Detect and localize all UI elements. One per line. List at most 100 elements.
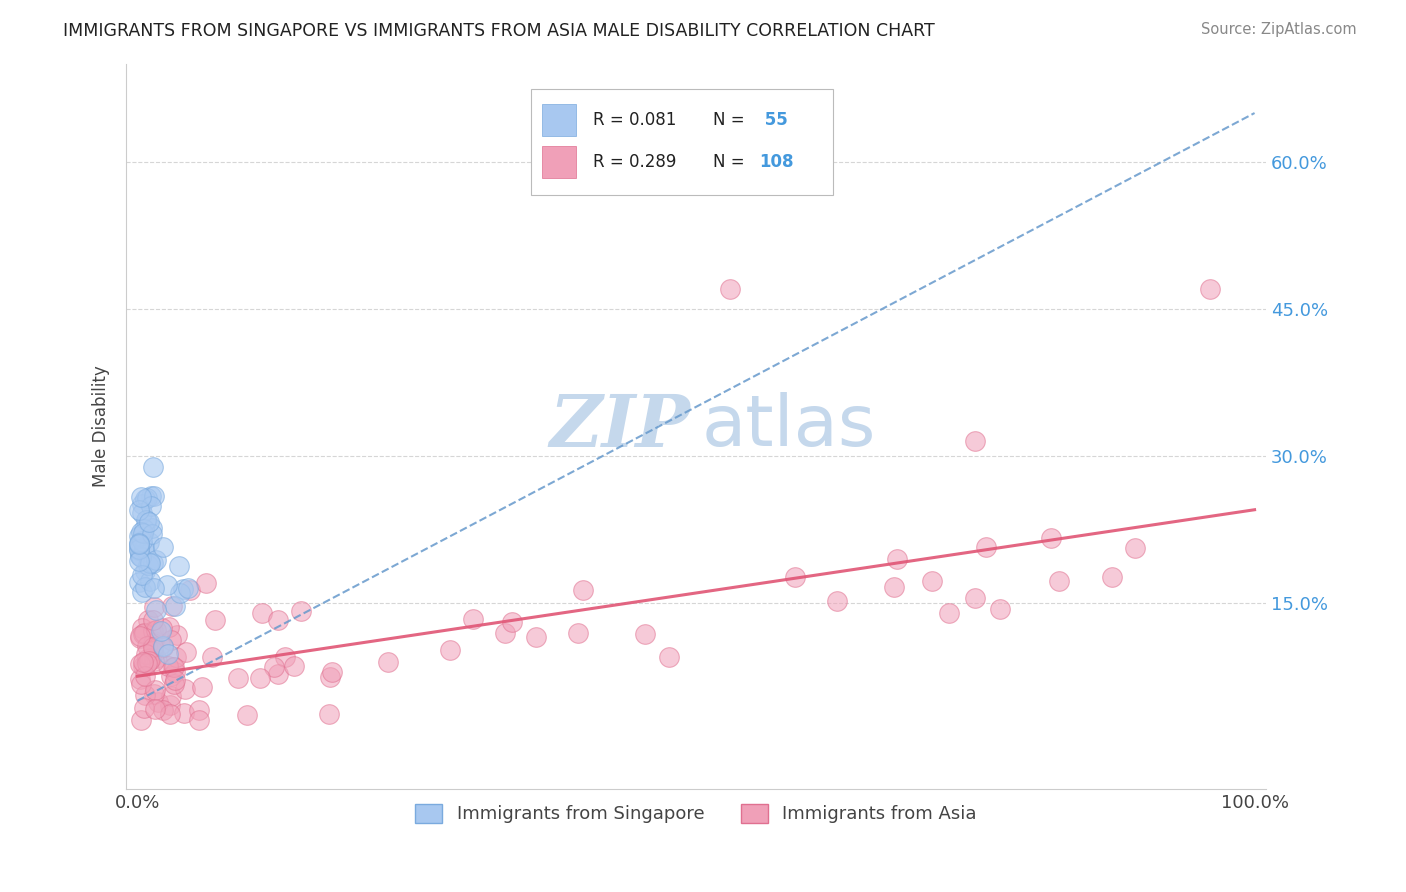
- Point: [165, 649, 187, 664]
- Point: [283, 659, 305, 673]
- Point: [142, 556, 165, 570]
- Point: [142, 613, 165, 627]
- Point: [138, 535, 160, 549]
- Point: [236, 707, 259, 722]
- Text: Source: ZipAtlas.com: Source: ZipAtlas.com: [1201, 22, 1357, 37]
- Text: IMMIGRANTS FROM SINGAPORE VS IMMIGRANTS FROM ASIA MALE DISABILITY CORRELATION CH: IMMIGRANTS FROM SINGAPORE VS IMMIGRANTS …: [63, 22, 935, 40]
- Text: N =: N =: [713, 153, 749, 171]
- Point: [134, 564, 156, 578]
- Point: [129, 524, 152, 539]
- Point: [195, 576, 218, 591]
- Point: [135, 647, 157, 661]
- Point: [142, 582, 165, 596]
- Point: [1047, 574, 1070, 588]
- Point: [136, 613, 159, 627]
- Point: [129, 549, 152, 564]
- Point: [128, 539, 150, 553]
- Point: [439, 643, 461, 657]
- Point: [783, 570, 806, 584]
- Point: [290, 603, 312, 617]
- Point: [318, 670, 340, 684]
- Point: [139, 500, 162, 514]
- Point: [138, 556, 160, 570]
- Point: [156, 659, 179, 673]
- Point: [128, 629, 150, 643]
- Text: ZIP: ZIP: [550, 391, 690, 462]
- Text: R = 0.289: R = 0.289: [593, 153, 676, 171]
- Point: [132, 522, 155, 536]
- Point: [156, 578, 179, 592]
- Point: [156, 647, 179, 661]
- Point: [1123, 541, 1146, 555]
- Point: [143, 687, 166, 701]
- Point: [145, 624, 167, 638]
- Point: [321, 665, 343, 680]
- Point: [142, 640, 165, 655]
- Point: [572, 582, 595, 597]
- Point: [634, 626, 657, 640]
- Point: [163, 665, 186, 680]
- Point: [142, 633, 165, 648]
- Point: [167, 558, 190, 573]
- Point: [494, 625, 516, 640]
- Point: [159, 698, 181, 712]
- Point: [129, 549, 152, 563]
- Point: [131, 497, 153, 511]
- Point: [921, 574, 943, 589]
- Point: [718, 282, 741, 296]
- Point: [263, 660, 285, 674]
- Point: [143, 702, 166, 716]
- Point: [179, 583, 201, 598]
- Point: [128, 502, 150, 516]
- Point: [173, 681, 195, 696]
- Point: [132, 701, 155, 715]
- Point: [142, 459, 165, 474]
- Point: [827, 594, 849, 608]
- Point: [138, 654, 160, 668]
- Point: [657, 649, 679, 664]
- Text: 108: 108: [759, 153, 793, 171]
- Point: [132, 627, 155, 641]
- Point: [274, 650, 297, 665]
- Point: [131, 621, 153, 635]
- Point: [128, 543, 150, 558]
- Point: [128, 541, 150, 556]
- Point: [134, 491, 156, 506]
- Point: [250, 606, 273, 620]
- Point: [176, 645, 198, 659]
- Point: [134, 669, 156, 683]
- Point: [145, 651, 167, 665]
- Point: [131, 507, 153, 521]
- Point: [1199, 282, 1222, 296]
- Text: R = 0.081: R = 0.081: [593, 111, 676, 128]
- Text: atlas: atlas: [702, 392, 876, 461]
- Point: [143, 682, 166, 697]
- Point: [163, 676, 186, 690]
- Point: [142, 624, 165, 638]
- Point: [162, 660, 184, 674]
- Point: [132, 658, 155, 673]
- Point: [177, 581, 200, 595]
- Point: [134, 625, 156, 640]
- Point: [138, 574, 160, 589]
- Point: [886, 551, 908, 566]
- Point: [172, 582, 194, 596]
- Point: [567, 625, 589, 640]
- Point: [131, 525, 153, 540]
- Point: [136, 652, 159, 666]
- Point: [1101, 570, 1123, 584]
- Point: [128, 672, 150, 686]
- Point: [142, 635, 165, 649]
- Point: [134, 688, 156, 702]
- Point: [162, 660, 184, 674]
- Legend: Immigrants from Singapore, Immigrants from Asia: Immigrants from Singapore, Immigrants fr…: [408, 797, 984, 830]
- Text: N =: N =: [713, 111, 749, 128]
- Point: [134, 545, 156, 559]
- Point: [162, 599, 184, 613]
- Point: [141, 526, 163, 541]
- Point: [152, 540, 174, 554]
- Point: [461, 612, 484, 626]
- Point: [188, 714, 211, 728]
- Point: [129, 714, 152, 728]
- Point: [501, 615, 523, 629]
